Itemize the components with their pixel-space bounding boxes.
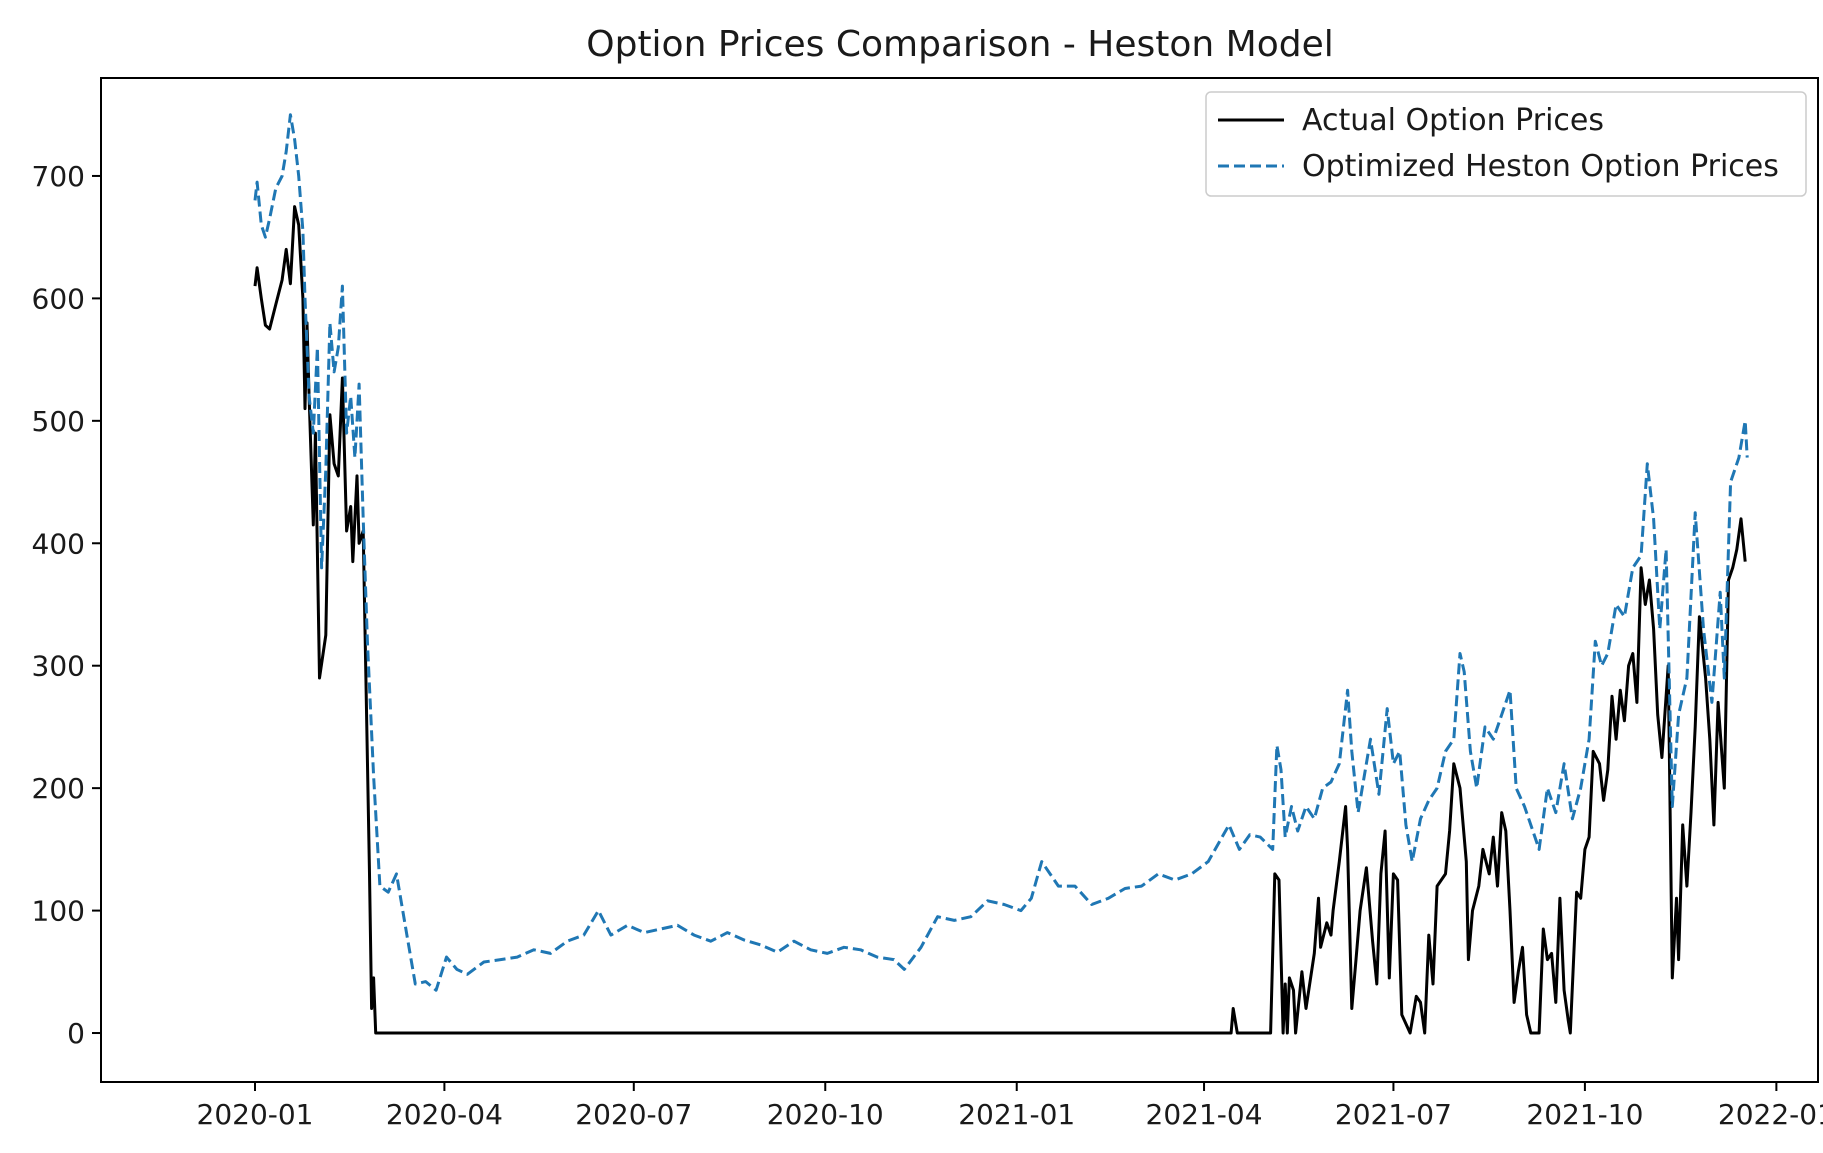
y-tick-label: 100 (32, 895, 85, 928)
y-tick-label: 500 (32, 405, 85, 438)
axis-layer: 2020-01 2020-04 2020-07 2020-10 2021-01 2021-… (32, 160, 1823, 1131)
x-tick-label: 2022-01 (1718, 1098, 1823, 1131)
series-line-1 (253, 205, 1747, 1035)
x-tick-label: 2021-01 (958, 1098, 1075, 1131)
y-tick-label: 0 (67, 1017, 85, 1050)
x-tick-label: 2020-07 (575, 1098, 692, 1131)
x-tick-label: 2020-01 (197, 1098, 314, 1131)
legend-label-2: Optimized Heston Option Prices (1302, 149, 1779, 184)
x-tick-label: 2021-04 (1146, 1098, 1263, 1131)
plot-area-frame (100, 77, 1819, 1083)
y-tick-label: 400 (32, 527, 85, 560)
x-tick-label: 2020-04 (386, 1098, 503, 1131)
legend-box (1205, 91, 1807, 197)
y-tick-label: 300 (32, 650, 85, 683)
x-tick-label: 2021-07 (1335, 1098, 1452, 1131)
legend-label-1: Actual Option Prices (1302, 103, 1604, 138)
y-tick-label: 600 (32, 282, 85, 315)
legend: Actual Option Prices Optimized Heston Opt… (1205, 91, 1807, 197)
x-tick-label: 2021-10 (1526, 1098, 1643, 1131)
y-tick-label: 200 (32, 772, 85, 805)
x-tick-label: 2020-10 (767, 1098, 884, 1131)
series-layer (253, 113, 1749, 1035)
chart-title: Option Prices Comparison - Heston Model (586, 24, 1334, 65)
series-line-2 (253, 113, 1749, 992)
y-tick-label: 700 (32, 160, 85, 193)
